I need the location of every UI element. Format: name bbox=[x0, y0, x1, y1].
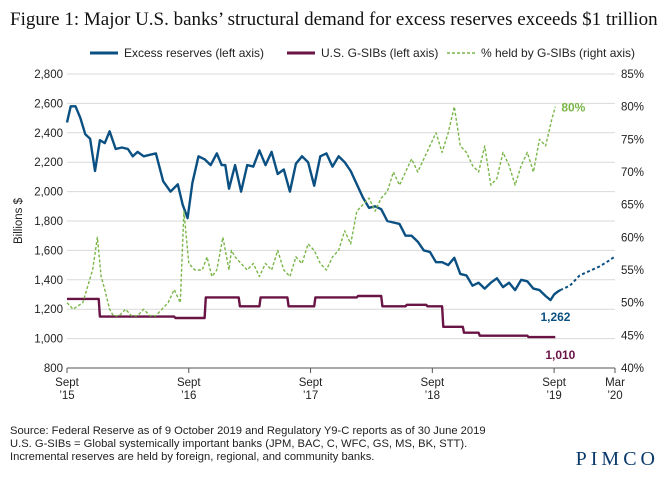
y-tick-label: 2,000 bbox=[34, 187, 63, 199]
y2-tick-label: 55% bbox=[621, 265, 644, 277]
legend-label: U.S. G-SIBs (left axis) bbox=[321, 46, 438, 60]
legend-label: % held by G-SIBs (right axis) bbox=[481, 46, 635, 60]
grid bbox=[67, 73, 615, 369]
y-tick-label: 2,200 bbox=[34, 157, 63, 169]
axes: 800 1,000 1,200 1,400 1,600 1,800 2,000 2,200 2,… bbox=[13, 69, 644, 402]
series-lines bbox=[65, 105, 616, 339]
series-line-1 bbox=[559, 255, 616, 292]
y2-tick-label: 75% bbox=[621, 134, 644, 146]
y2-tick-label: 65% bbox=[621, 200, 644, 212]
x-tick-label-year: ’15 bbox=[59, 390, 74, 402]
x-tick-label: Sept bbox=[55, 377, 79, 389]
x-tick-label: Sept bbox=[542, 377, 566, 389]
x-tick-label: Sept bbox=[420, 377, 444, 389]
y-tick-label: 1,600 bbox=[34, 245, 63, 257]
annotations: 80% 1,262 1,010 bbox=[540, 101, 585, 362]
x-tick-label-year: ’17 bbox=[303, 390, 318, 402]
x-tick-label-year: ’20 bbox=[607, 390, 622, 402]
x-tick-label-year: ’19 bbox=[546, 390, 561, 402]
y-tick-label: 2,400 bbox=[34, 128, 63, 140]
y-tick-label: 1,400 bbox=[34, 275, 63, 287]
y2-tick-label: 80% bbox=[621, 102, 644, 114]
chart-title: Figure 1: Major U.S. banks’ structural d… bbox=[10, 9, 658, 30]
pimco-logo: PIMCO bbox=[575, 448, 659, 470]
data-label: 1,262 bbox=[540, 310, 570, 324]
y-tick-label: 1,000 bbox=[34, 334, 63, 346]
y-tick-label: 1,800 bbox=[34, 216, 63, 228]
note-incremental: Incremental reserves are held by foreign… bbox=[10, 451, 375, 464]
y2-tick-label: 70% bbox=[621, 167, 644, 179]
source-text: Source: Federal Reserve as of 9 October … bbox=[10, 425, 486, 437]
y-tick-label: 1,200 bbox=[34, 304, 63, 316]
data-label: 1,010 bbox=[545, 348, 575, 362]
data-label: 80% bbox=[561, 101, 585, 115]
series-line-3 bbox=[66, 105, 556, 317]
y-tick-label: 2,600 bbox=[34, 98, 63, 110]
y2-tick-label: 45% bbox=[621, 330, 644, 342]
y-axis-label: Billions $ bbox=[13, 197, 25, 244]
x-tick-label: Sept bbox=[299, 377, 323, 389]
y2-tick-label: 40% bbox=[621, 363, 644, 375]
y2-tick-label: 50% bbox=[621, 298, 644, 310]
series-line-0 bbox=[65, 105, 561, 302]
x-tick-label: Mar bbox=[605, 377, 625, 389]
x-tick-label-year: ’16 bbox=[181, 390, 196, 402]
y2-tick-label: 60% bbox=[621, 232, 644, 244]
y-tick-label: 2,800 bbox=[34, 69, 63, 81]
series-line-2 bbox=[67, 294, 556, 339]
source-notes: Source: Federal Reserve as of 9 October … bbox=[10, 425, 486, 465]
legend: Excess reserves (left axis) U.S. G-SIBs (… bbox=[90, 46, 635, 60]
y-tick-label: 800 bbox=[44, 363, 63, 375]
note-gsibs: U.S. G-SIBs = Global systemically import… bbox=[10, 438, 468, 451]
x-tick-label-year: ’18 bbox=[425, 390, 440, 402]
y2-tick-label: 85% bbox=[621, 69, 644, 81]
x-tick-label: Sept bbox=[177, 377, 201, 389]
legend-label: Excess reserves (left axis) bbox=[124, 46, 264, 60]
